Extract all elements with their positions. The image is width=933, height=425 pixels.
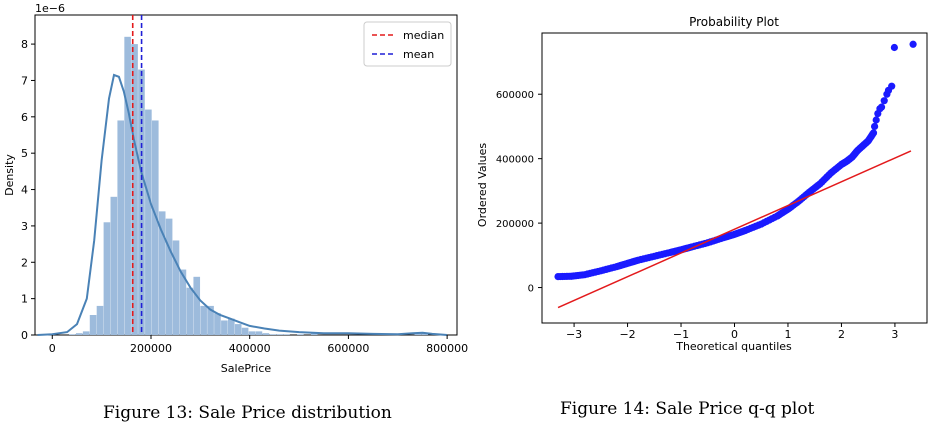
qq-point <box>870 122 879 131</box>
qq-fit-line <box>557 150 912 309</box>
y-tick-label: 200000 <box>496 219 534 230</box>
distribution-x-ticks: 0 200000 400000 600000 800000 <box>49 335 468 355</box>
legend-median-label: median <box>403 29 444 42</box>
y-tick-label: 8 <box>21 38 28 51</box>
x-tick-label: 200000 <box>130 342 172 355</box>
probability-plot-area <box>541 32 928 324</box>
distribution-chart: 0 200000 400000 600000 800000 0 1 2 3 4 5 6 7 8 1e−6… <box>3 2 468 375</box>
histogram-bar <box>227 318 235 335</box>
x-tick-label: 2 <box>838 328 845 341</box>
qq-point <box>888 82 896 90</box>
histogram-bar <box>179 269 187 335</box>
qq-point <box>877 103 886 111</box>
qq-point <box>890 43 898 52</box>
histogram-bar <box>103 222 111 335</box>
probability-y-label: Ordered Values <box>476 143 489 227</box>
histogram-bar <box>269 334 277 335</box>
y-tick-label: 2 <box>21 256 28 269</box>
histogram-bar <box>310 333 318 335</box>
qq-point <box>880 97 888 105</box>
qq-point <box>872 116 880 124</box>
kde-curve <box>37 73 448 336</box>
y-tick-label: 3 <box>21 220 28 233</box>
probability-chart: Probability Plot −3 −2 −1 0 1 2 3 0 200000 40000… <box>476 15 928 353</box>
x-tick-label: −1 <box>673 328 689 341</box>
histogram-bar <box>234 324 242 335</box>
histogram-bar <box>172 240 180 335</box>
histogram-bar <box>283 334 290 335</box>
histogram-bar <box>421 333 429 335</box>
probability-y-ticks: 0 200000 400000 600000 <box>496 90 542 295</box>
y-tick-label: 7 <box>21 74 28 87</box>
y-tick-label: 1 <box>21 293 28 306</box>
histogram-bar <box>276 334 283 335</box>
histogram-bar <box>117 120 125 335</box>
distribution-y-ticks: 0 1 2 3 4 5 6 7 8 <box>21 38 35 342</box>
distribution-scale-label: 1e−6 <box>35 2 65 15</box>
y-tick-label: 0 <box>528 284 534 295</box>
histogram-bar <box>158 211 166 335</box>
histogram-bar <box>145 109 152 335</box>
distribution-x-label: SalePrice <box>221 362 272 375</box>
x-tick-label: 800000 <box>426 342 468 355</box>
histogram-bar <box>165 218 173 335</box>
histogram-bars <box>69 36 429 336</box>
histogram-bar <box>96 305 104 335</box>
histogram-bar <box>75 333 83 335</box>
x-tick-label: 400000 <box>229 342 271 355</box>
qq-point <box>909 40 917 48</box>
histogram-bar <box>151 120 159 335</box>
y-tick-label: 4 <box>21 184 28 197</box>
histogram-bar <box>414 333 422 335</box>
x-tick-label: −3 <box>566 328 582 341</box>
qq-points <box>554 40 917 281</box>
histogram-bar <box>124 36 131 336</box>
x-tick-label: 0 <box>731 328 738 341</box>
histogram-bar <box>200 305 207 335</box>
distribution-y-label: Density <box>3 154 16 196</box>
probability-x-label: Theoretical quantiles <box>675 340 792 353</box>
histogram-bar <box>82 331 90 335</box>
histogram-bar <box>186 287 194 335</box>
y-tick-label: 0 <box>21 329 28 342</box>
probability-x-ticks: −3 −2 −1 0 1 2 3 <box>566 323 898 341</box>
caption-right: Figure 14: Sale Price q-q plot <box>560 399 815 419</box>
histogram-bar <box>193 276 201 335</box>
histogram-bar <box>207 305 214 335</box>
histogram-bar <box>221 320 228 335</box>
histogram-bar <box>248 331 256 335</box>
histogram-bar <box>262 333 270 335</box>
x-tick-label: 3 <box>891 328 898 341</box>
legend-mean-label: mean <box>403 48 434 61</box>
x-tick-label: 0 <box>49 342 56 355</box>
probability-title: Probability Plot <box>689 15 779 29</box>
legend-box <box>363 21 452 67</box>
histogram-bar <box>131 44 138 335</box>
x-tick-label: 600000 <box>327 342 369 355</box>
histogram-bar <box>214 313 221 335</box>
histogram-bar <box>241 327 249 335</box>
legend: median mean <box>363 21 452 67</box>
qq-point <box>869 129 878 137</box>
y-tick-label: 5 <box>21 147 28 160</box>
y-tick-label: 400000 <box>496 155 534 166</box>
histogram-bar <box>297 334 304 335</box>
x-tick-label: −2 <box>619 328 635 341</box>
y-tick-label: 6 <box>21 111 28 124</box>
histogram-bar <box>89 315 97 335</box>
histogram-bar <box>69 334 76 335</box>
histogram-bar <box>110 196 118 335</box>
y-tick-label: 600000 <box>496 90 534 101</box>
caption-left: Figure 13: Sale Price distribution <box>103 403 392 423</box>
x-tick-label: 1 <box>784 328 791 341</box>
histogram-bar <box>255 331 263 335</box>
